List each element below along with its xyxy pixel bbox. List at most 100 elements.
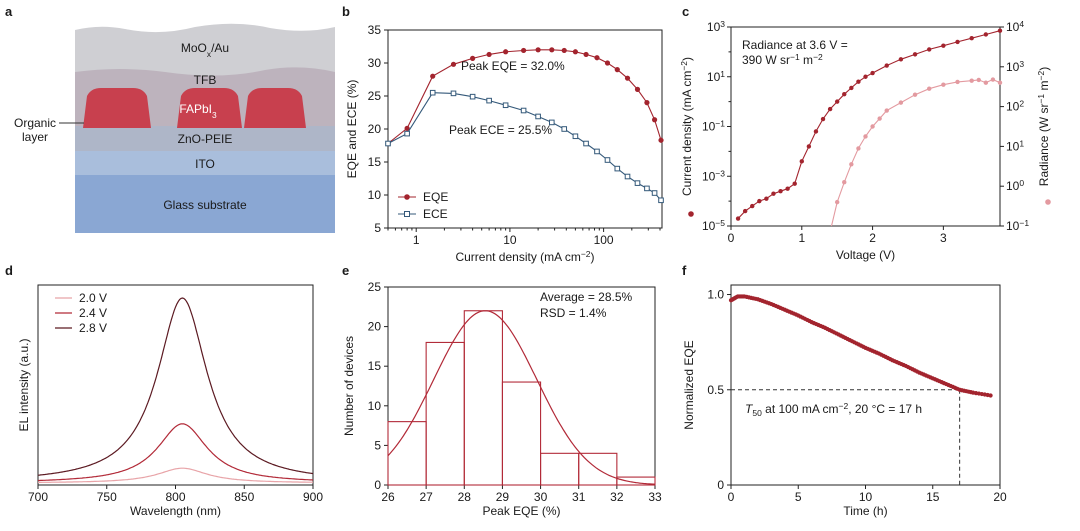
label-part: 10 [1006, 20, 1020, 34]
x-tick-label: 5 [795, 490, 802, 504]
label-part: Wavelength (nm) [130, 504, 221, 518]
data-point-current-density [820, 116, 826, 122]
label-part: −2 [679, 61, 689, 71]
data-point-current-density [750, 203, 755, 209]
chart-f: 0 5 10 15 20 0 0.5 1.0 Time (h) Normalized EQE T50… [682, 284, 1007, 518]
data-point-ece [549, 119, 555, 126]
data-point-ece [385, 140, 391, 147]
data-point-ece [502, 102, 509, 109]
layer-label-tfb: TFB [194, 73, 217, 87]
layer-label-ito: ITO [195, 157, 215, 171]
x-tick-label: 750 [97, 490, 117, 504]
data-point-current-density [827, 106, 833, 112]
data-point-normalized-eqe [988, 393, 993, 398]
data-point-radiance [863, 134, 868, 139]
y2-tick-label: 100​ [1006, 178, 1024, 193]
data-point-current-density [898, 57, 904, 62]
data-point-ece [404, 130, 410, 137]
x-tick-label: 26 [381, 490, 395, 504]
x-tick-label: 2 [869, 231, 876, 245]
y-tick-label: 1.0 [707, 288, 724, 302]
data-point-radiance [997, 80, 1003, 85]
right-axis-marker [1045, 199, 1051, 205]
legend: 2.0 V2.4 V2.8 V [55, 291, 107, 335]
label-part: Current density (mA cm [455, 250, 580, 264]
data-point-current-density [870, 70, 875, 76]
x-tick-label: 0 [728, 490, 735, 504]
data-point-eqe [450, 61, 457, 67]
x-tick-label: 10 [859, 490, 873, 504]
data-point-ece [624, 173, 631, 180]
data-point-radiance [849, 162, 854, 167]
data-point-ece [658, 197, 664, 204]
label-part: FAPbI [179, 102, 212, 116]
x-axis-label: Wavelength (nm) [130, 504, 221, 518]
label-part: ) [591, 250, 595, 264]
data-point-current-density [941, 43, 946, 48]
y-axis-label: Number of devices [342, 336, 356, 436]
annotation-rsd: RSD = 1.4% [540, 306, 607, 320]
y2-tick-label: 102​ [1006, 99, 1024, 114]
data-point-radiance [834, 199, 840, 205]
y-tick-label: 103​ [707, 19, 725, 34]
data-point-radiance [856, 146, 861, 151]
data-point-current-density [912, 52, 918, 57]
data-point-ece [486, 97, 492, 104]
label-part: −1 [1019, 218, 1029, 228]
y-tick-label: 35 [368, 23, 382, 37]
perovskite-island [244, 88, 306, 128]
label-part: 10 [1006, 139, 1020, 153]
data-point-ece [561, 126, 568, 132]
x-tick-label: 15 [926, 490, 940, 504]
legend-marker [404, 211, 410, 217]
chart-d: 700 750 800 850 900 Wavelength (nm) EL intensi… [17, 284, 323, 518]
data-point-ece [644, 185, 650, 192]
label-part: Radiance (W sr [1037, 104, 1051, 187]
annotation-peak-ece: Peak ECE = 25.5% [449, 123, 552, 137]
legend-label: 2.8 V [79, 321, 107, 335]
y2-tick-label: 103​ [1006, 59, 1024, 74]
data-point-current-density [842, 91, 847, 97]
data-point-ece [450, 90, 457, 97]
y-tick-label: 5 [374, 438, 381, 452]
data-point-radiance [969, 78, 974, 83]
layer-glass-substrate [75, 175, 335, 233]
data-point-current-density [806, 144, 812, 149]
y-tick-label: 101​ [707, 69, 725, 84]
legend-label: EQE [423, 190, 448, 204]
annotation-t50: T50​ at 100 mA cm−2​, 20 °C = 17 h [745, 401, 922, 418]
legend-label: 2.0 V [79, 291, 107, 305]
y-tick-label: 10−3​ [702, 168, 725, 183]
data-point-eqe [549, 47, 555, 53]
data-point-eqe [561, 47, 567, 54]
x-tick-label: 900 [303, 490, 323, 504]
y-tick-label: 0 [717, 478, 724, 492]
label-part: ) [680, 57, 694, 61]
y-tick-label: 0.5 [707, 383, 724, 397]
y-tick-label: 20 [368, 320, 382, 334]
series-curve [37, 297, 314, 476]
series-curve [38, 467, 313, 483]
label-part: −2 [581, 249, 591, 259]
x-tick-label: 20 [993, 490, 1007, 504]
label-part: 4 [1019, 19, 1024, 29]
y-tick-label: 10 [368, 188, 382, 202]
data-point-current-density [813, 129, 819, 134]
x-axis-label: Current density (mA cm−2​) [455, 249, 594, 264]
label-part: x [207, 49, 212, 59]
label-part: −1 [790, 52, 800, 62]
y-tick-label: 0 [374, 478, 381, 492]
data-point-eqe [572, 49, 578, 55]
label-part: −1 [1036, 94, 1046, 104]
data-point-radiance [927, 86, 932, 91]
data-point-radiance [990, 77, 996, 82]
data-point-current-density [983, 32, 989, 37]
data-point-eqe [470, 55, 476, 61]
histogram-bar [463, 310, 503, 486]
panel-letter-a: a [5, 4, 13, 19]
data-point-eqe [486, 51, 492, 58]
y-tick-label: 10−1​ [702, 119, 725, 134]
x-tick-label: 27 [419, 490, 433, 504]
x-tick-label: 29 [496, 490, 510, 504]
